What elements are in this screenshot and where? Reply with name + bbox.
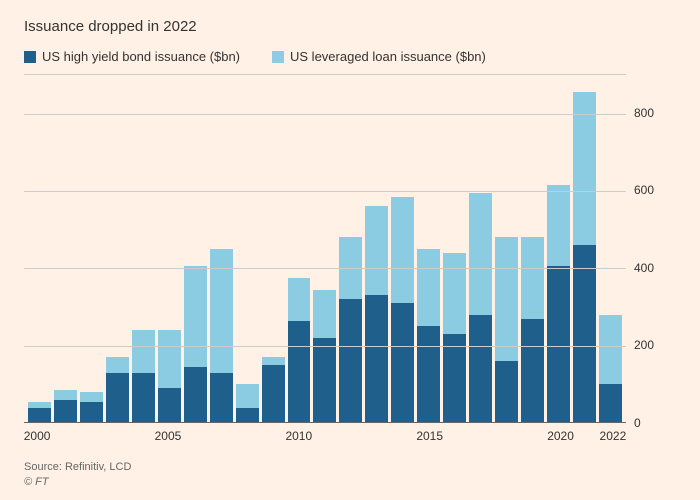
bar-seg-loans [288, 278, 311, 321]
bar-seg-bonds [339, 299, 362, 423]
bar-seg-bonds [365, 295, 388, 423]
bar-2019 [521, 75, 544, 423]
bar-2022 [599, 75, 622, 423]
chart-container: Issuance dropped in 2022 US high yield b… [0, 0, 700, 500]
bar-2007 [210, 75, 233, 423]
gridline [24, 191, 626, 192]
x-tick-label: 2020 [547, 429, 574, 443]
bar-2013 [365, 75, 388, 423]
bar-seg-bonds [236, 408, 259, 423]
bar-seg-bonds [28, 408, 51, 423]
bar-2014 [391, 75, 414, 423]
gridline [24, 268, 626, 269]
bar-seg-loans [106, 357, 129, 372]
bar-seg-bonds [599, 384, 622, 423]
gridline [24, 346, 626, 347]
bar-2018 [495, 75, 518, 423]
bar-seg-loans [599, 315, 622, 385]
bar-seg-loans [184, 266, 207, 367]
bar-seg-bonds [132, 373, 155, 423]
bar-seg-loans [469, 193, 492, 315]
bar-seg-loans [547, 185, 570, 266]
bar-seg-bonds [495, 361, 518, 423]
bar-seg-bonds [80, 402, 103, 423]
bar-seg-bonds [573, 245, 596, 423]
bar-seg-bonds [521, 319, 544, 423]
y-axis: 0200400600800 [626, 74, 676, 423]
bar-seg-loans [236, 384, 259, 407]
bar-seg-loans [365, 206, 388, 295]
bar-2010 [288, 75, 311, 423]
bar-2021 [573, 75, 596, 423]
bar-seg-bonds [184, 367, 207, 423]
bar-2000 [28, 75, 51, 423]
x-tick-label: 2015 [416, 429, 443, 443]
chart-area: 0 200 400 600 800 2000 2005 2010 2015 2020 2022 [24, 74, 676, 451]
bar-2020 [547, 75, 570, 423]
source-text: Source: Refinitiv, LCD [24, 461, 676, 473]
bar-2009 [262, 75, 285, 423]
bar-seg-bonds [443, 334, 466, 423]
bar-seg-loans [158, 330, 181, 388]
bar-seg-loans [80, 392, 103, 402]
bar-seg-loans [417, 249, 440, 326]
legend-swatch-1 [24, 51, 36, 63]
legend-label-2: US leveraged loan issuance ($bn) [290, 49, 486, 64]
legend-item-2: US leveraged loan issuance ($bn) [272, 49, 486, 64]
y-tick-label: 800 [634, 106, 654, 120]
bar-seg-loans [521, 237, 544, 318]
legend-item-1: US high yield bond issuance ($bn) [24, 49, 240, 64]
x-tick-label: 2000 [24, 429, 51, 443]
bar-seg-loans [391, 197, 414, 303]
bar-seg-bonds [210, 373, 233, 423]
chart-subtitle: Issuance dropped in 2022 [24, 18, 676, 35]
copyright-text: © FT [24, 476, 676, 488]
bar-2008 [236, 75, 259, 423]
bar-2016 [443, 75, 466, 423]
bar-seg-loans [54, 390, 77, 400]
y-tick-label: 0 [634, 416, 641, 430]
bar-2005 [158, 75, 181, 423]
bar-seg-bonds [417, 326, 440, 423]
legend-label-1: US high yield bond issuance ($bn) [42, 49, 240, 64]
plot-area [24, 74, 626, 423]
bar-seg-loans [262, 357, 285, 365]
bar-2015 [417, 75, 440, 423]
legend: US high yield bond issuance ($bn) US lev… [24, 49, 676, 64]
bar-2002 [80, 75, 103, 423]
bars-group [24, 75, 626, 423]
bar-2011 [313, 75, 336, 423]
bar-seg-loans [313, 290, 336, 338]
bar-2006 [184, 75, 207, 423]
bar-seg-bonds [313, 338, 336, 423]
bar-seg-bonds [106, 373, 129, 423]
gridline [24, 114, 626, 115]
bar-seg-loans [495, 237, 518, 361]
bar-2004 [132, 75, 155, 423]
bar-2001 [54, 75, 77, 423]
bar-seg-bonds [469, 315, 492, 423]
x-axis: 2000 2005 2010 2015 2020 2022 [24, 423, 626, 451]
x-tick-label: 2010 [285, 429, 312, 443]
x-tick-label: 2022 [600, 429, 627, 443]
x-tick-label: 2005 [155, 429, 182, 443]
bar-seg-bonds [391, 303, 414, 423]
y-tick-label: 600 [634, 183, 654, 197]
bar-seg-bonds [54, 400, 77, 423]
bar-2012 [339, 75, 362, 423]
bar-seg-loans [132, 330, 155, 373]
bar-seg-bonds [262, 365, 285, 423]
bar-seg-bonds [288, 321, 311, 423]
bar-seg-loans [443, 253, 466, 334]
bar-seg-loans [573, 92, 596, 245]
bar-2003 [106, 75, 129, 423]
y-tick-label: 400 [634, 261, 654, 275]
bar-seg-bonds [158, 388, 181, 423]
legend-swatch-2 [272, 51, 284, 63]
chart-footer: Source: Refinitiv, LCD © FT [24, 451, 676, 488]
y-tick-label: 200 [634, 338, 654, 352]
bar-2017 [469, 75, 492, 423]
